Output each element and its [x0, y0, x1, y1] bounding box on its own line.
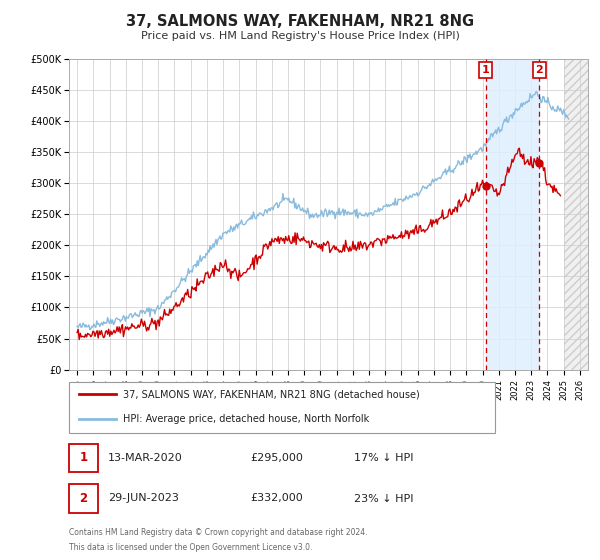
Text: £295,000: £295,000 — [251, 453, 304, 463]
Text: £332,000: £332,000 — [251, 493, 304, 503]
Text: 1: 1 — [482, 65, 490, 75]
Text: This data is licensed under the Open Government Licence v3.0.: This data is licensed under the Open Gov… — [69, 543, 313, 552]
Bar — [563, 59, 588, 370]
Text: 2: 2 — [535, 65, 543, 75]
Text: 1: 1 — [79, 451, 88, 464]
Text: 37, SALMONS WAY, FAKENHAM, NR21 8NG (detached house): 37, SALMONS WAY, FAKENHAM, NR21 8NG (det… — [124, 389, 420, 399]
Text: 23% ↓ HPI: 23% ↓ HPI — [355, 493, 414, 503]
Text: 17% ↓ HPI: 17% ↓ HPI — [355, 453, 414, 463]
Text: 37, SALMONS WAY, FAKENHAM, NR21 8NG: 37, SALMONS WAY, FAKENHAM, NR21 8NG — [126, 14, 474, 29]
FancyBboxPatch shape — [69, 444, 98, 472]
Text: 13-MAR-2020: 13-MAR-2020 — [108, 453, 182, 463]
Text: Contains HM Land Registry data © Crown copyright and database right 2024.: Contains HM Land Registry data © Crown c… — [69, 528, 367, 536]
FancyBboxPatch shape — [69, 484, 98, 513]
Text: 29-JUN-2023: 29-JUN-2023 — [108, 493, 179, 503]
Text: Price paid vs. HM Land Registry's House Price Index (HPI): Price paid vs. HM Land Registry's House … — [140, 31, 460, 41]
Bar — [486, 59, 539, 370]
Text: 2: 2 — [79, 492, 88, 505]
Text: HPI: Average price, detached house, North Norfolk: HPI: Average price, detached house, Nort… — [124, 414, 370, 424]
FancyBboxPatch shape — [69, 382, 494, 433]
